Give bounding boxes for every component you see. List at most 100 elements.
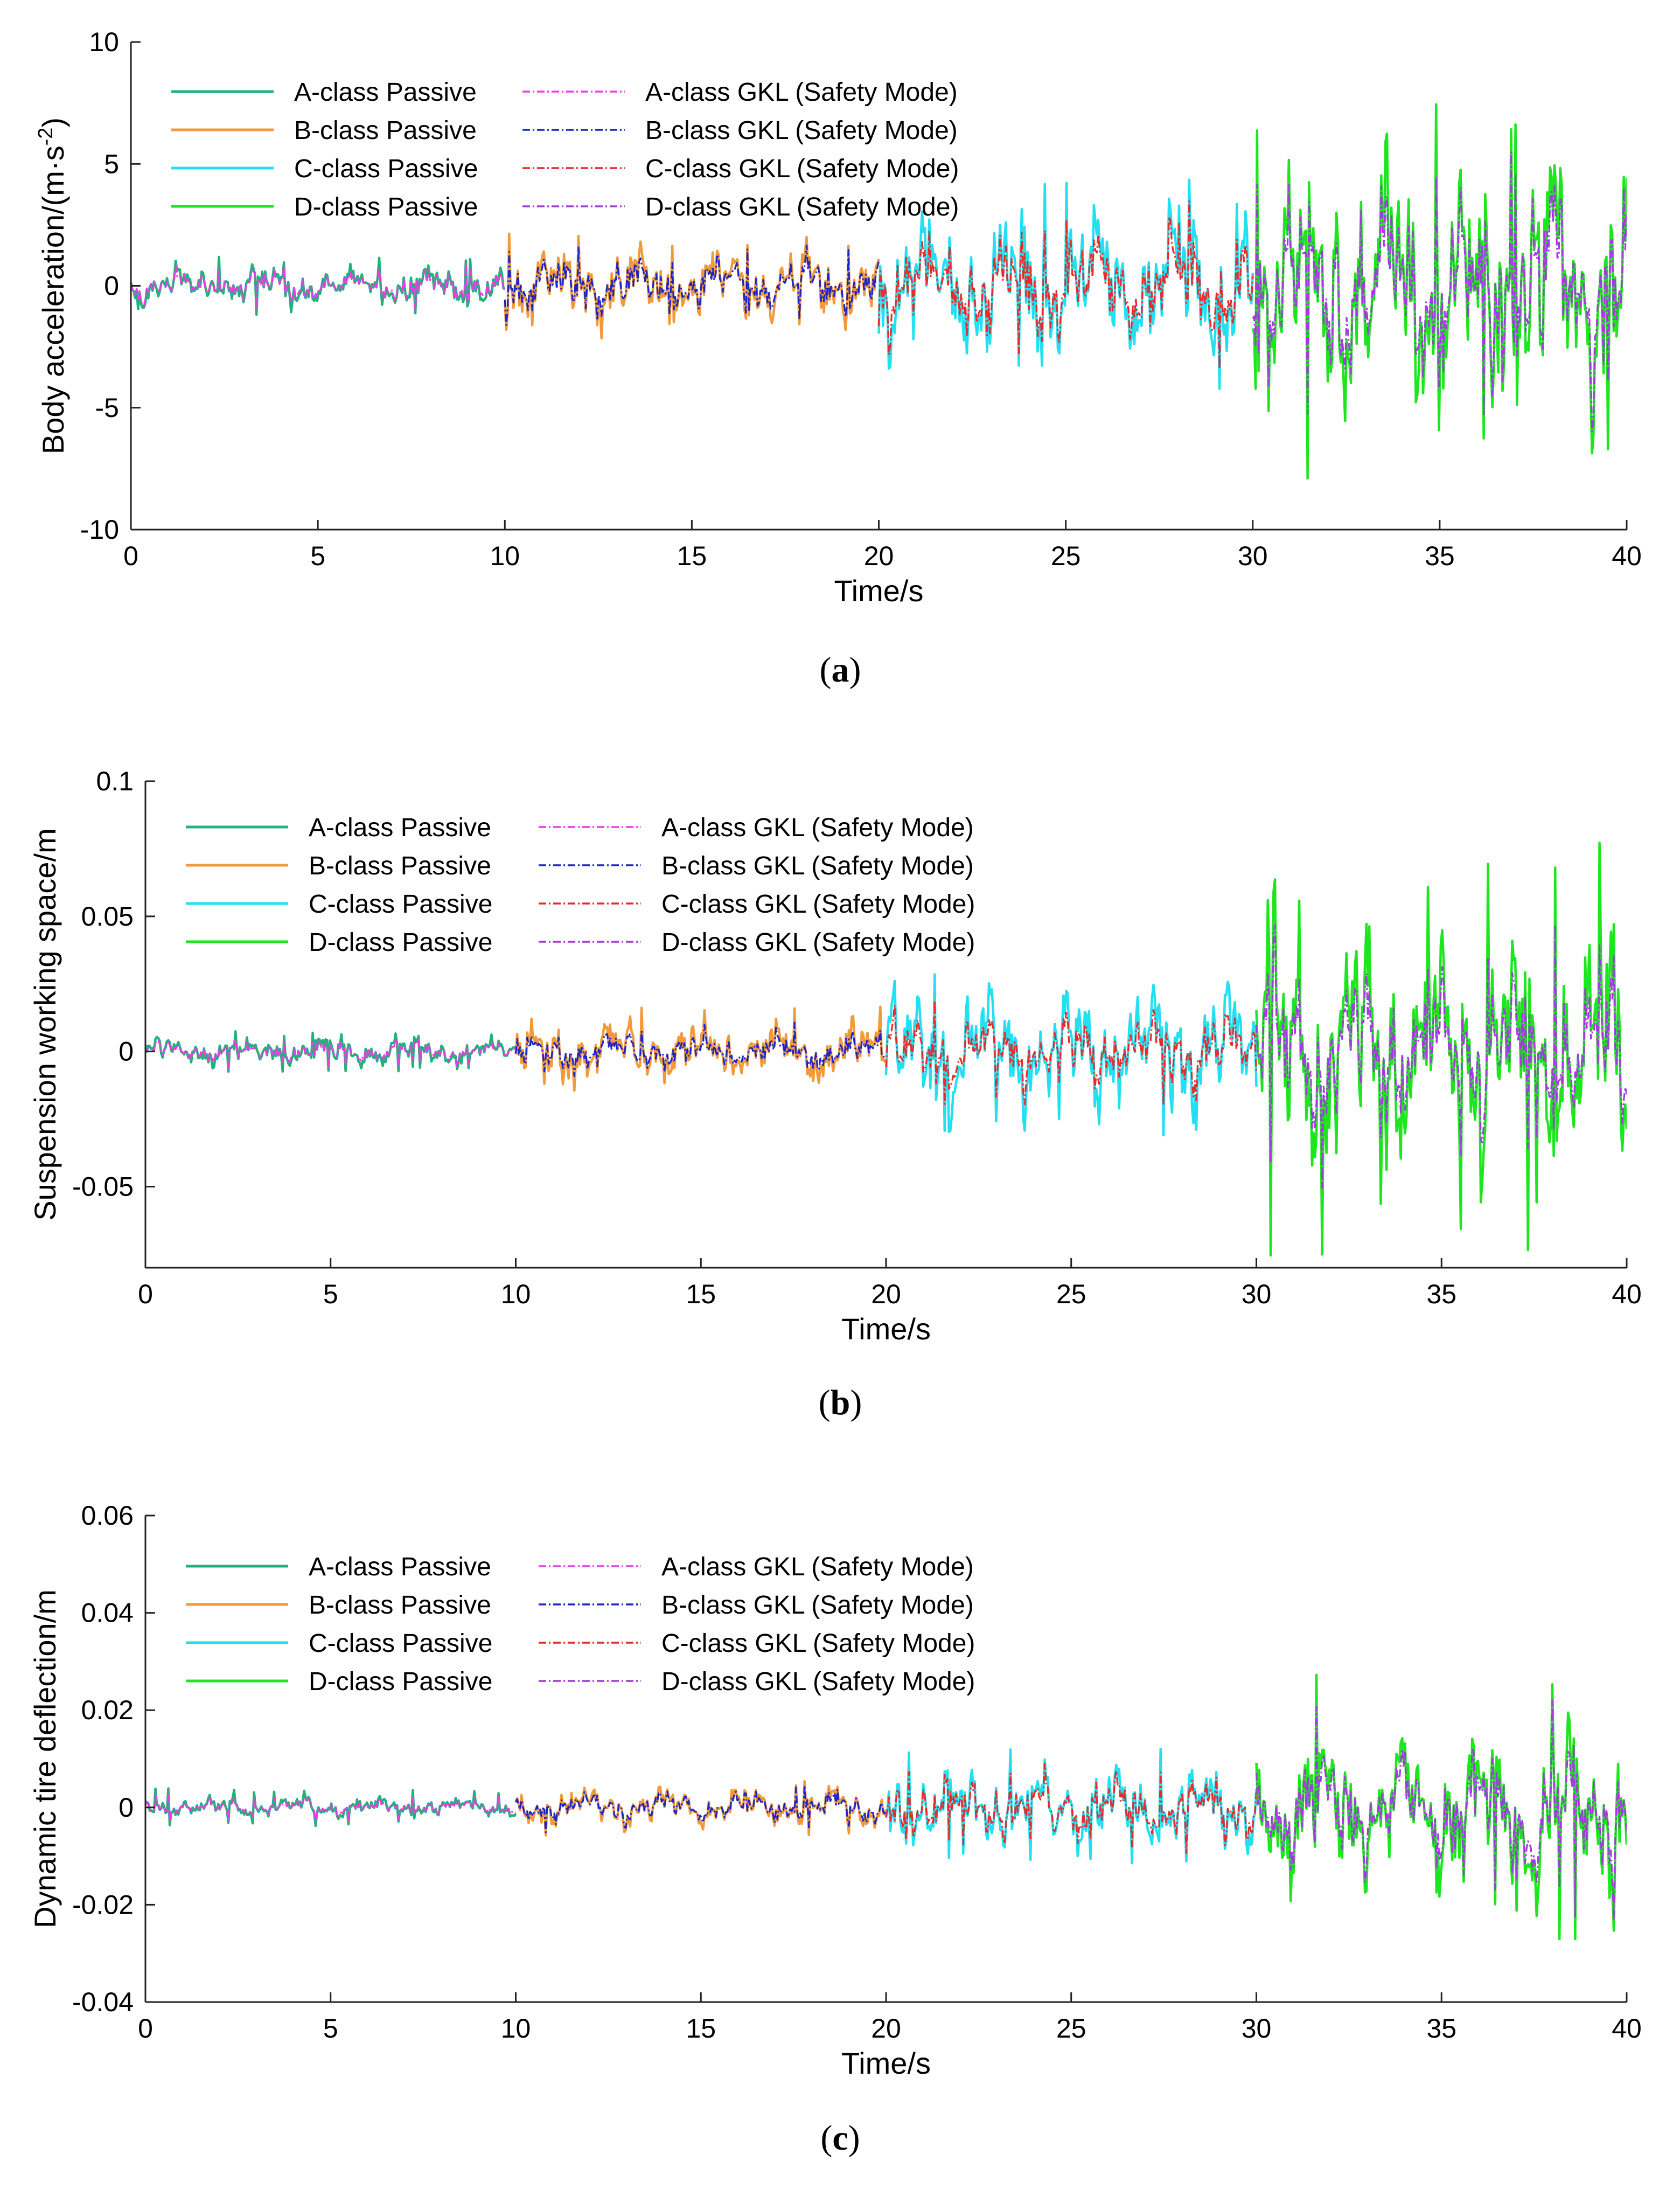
legend-label: D-class Passive — [294, 193, 478, 221]
y-tick-label: -5 — [95, 393, 119, 423]
chart-panel-b: 0 5 10 15 20 25 30 35 40 -0.05 0 0.05 0.1 Time/s Suspe… — [28, 766, 1642, 1422]
y-tick-label: -10 — [80, 515, 119, 545]
legend-label: D-class Passive — [309, 928, 492, 957]
x-tick-label: 30 — [1242, 1279, 1272, 1309]
series-group — [131, 103, 1627, 480]
x-tick-label: 25 — [1056, 2013, 1086, 2044]
legend-label: C-class GKL (Safety Mode) — [661, 890, 975, 919]
legend-label: B-class Passive — [309, 1591, 491, 1620]
legend-label: A-class Passive — [294, 78, 477, 107]
series-a-class-gkl — [145, 1790, 517, 1823]
x-tick-label: 35 — [1425, 541, 1455, 571]
series-b-class-gkl — [514, 1021, 887, 1077]
series-c-class-gkl — [877, 200, 1254, 370]
series-b-class-gkl — [515, 1784, 887, 1833]
x-tick-label: 15 — [686, 1279, 716, 1309]
x-tick-label: 20 — [871, 1279, 901, 1309]
series-b-class-passive — [504, 232, 880, 340]
series-d-class-passive — [1255, 842, 1627, 1257]
y-tick-label: 0.02 — [81, 1695, 134, 1725]
series-b-class-gkl — [504, 244, 880, 326]
panel-caption: (a) — [820, 650, 861, 690]
series-d-class-gkl — [1252, 151, 1627, 433]
x-tick-label: 15 — [677, 541, 707, 571]
x-tick-label: 40 — [1612, 1279, 1642, 1309]
panel-caption: (c) — [820, 2118, 860, 2158]
x-tick-label: 35 — [1426, 1279, 1456, 1309]
y-tick-label: -0.05 — [72, 1172, 134, 1202]
y-tick-label: 5 — [104, 149, 119, 179]
legend-label: A-class GKL (Safety Mode) — [645, 78, 958, 107]
y-tick-label: 0.06 — [81, 1500, 134, 1531]
x-tick-label: 0 — [138, 2013, 153, 2044]
y-tick-label: 10 — [89, 27, 119, 57]
x-tick-label: 10 — [501, 1279, 531, 1309]
x-tick-label: 20 — [864, 541, 894, 571]
x-tick-label: 40 — [1612, 541, 1642, 571]
series-a-class-passive — [131, 255, 506, 316]
x-tick-label: 10 — [501, 2013, 531, 2044]
y-tick-label: -0.02 — [72, 1889, 134, 1920]
y-tick-label: 0 — [104, 271, 119, 301]
series-c-class-passive — [877, 178, 1254, 391]
x-axis-label: Time/s — [841, 1312, 931, 1346]
x-tick-label: 20 — [871, 2013, 901, 2044]
x-tick-label: 15 — [686, 2013, 716, 2044]
y-axis-label: Suspension working space/m — [28, 828, 62, 1220]
x-tick-label: 35 — [1426, 2013, 1456, 2044]
legend-label: A-class Passive — [309, 1553, 491, 1581]
legend-label: C-class Passive — [294, 155, 478, 183]
x-tick-label: 5 — [323, 2013, 338, 2044]
legend-label: A-class GKL (Safety Mode) — [661, 1553, 974, 1581]
x-tick-label: 25 — [1051, 541, 1081, 571]
legend: A-class Passive A-class GKL (Safety Mode)… — [186, 814, 975, 957]
y-axis-label: Body acceleration/(m·s-2) — [34, 117, 70, 454]
chart-panel-a: 0 5 10 15 20 25 30 35 40 -10 -5 0 5 10 Time/s Body acce… — [34, 27, 1642, 690]
series-group — [145, 1673, 1627, 1941]
x-tick-label: 30 — [1242, 2013, 1272, 2044]
legend-label: B-class Passive — [294, 116, 477, 145]
x-axis-label: Time/s — [841, 2046, 931, 2080]
series-a-class-gkl — [131, 262, 506, 312]
legend-label: B-class Passive — [309, 852, 491, 880]
series-group — [145, 842, 1627, 1257]
x-tick-label: 5 — [323, 1279, 338, 1309]
legend-label: C-class Passive — [309, 1629, 492, 1658]
series-c-class-gkl — [885, 1762, 1258, 1854]
series-d-class-gkl — [1255, 1699, 1627, 1921]
legend-label: B-class GKL (Safety Mode) — [645, 116, 958, 145]
panel-caption: (b) — [819, 1383, 862, 1422]
y-tick-label: 0 — [118, 1037, 134, 1067]
legend-label: D-class GKL (Safety Mode) — [645, 193, 959, 221]
legend-label: D-class GKL (Safety Mode) — [661, 1667, 975, 1696]
x-tick-label: 40 — [1612, 2013, 1642, 2044]
legend-label: B-class GKL (Safety Mode) — [661, 1591, 974, 1620]
series-d-class-gkl — [1255, 924, 1627, 1189]
legend-label: A-class Passive — [309, 814, 491, 842]
legend-label: C-class Passive — [309, 890, 492, 919]
y-tick-label: 0.05 — [81, 901, 134, 932]
x-tick-label: 10 — [490, 541, 520, 571]
legend: A-class Passive A-class GKL (Safety Mode)… — [186, 1553, 975, 1696]
x-axis-label: Time/s — [834, 574, 924, 608]
series-d-class-passive — [1255, 1673, 1627, 1941]
x-tick-label: 30 — [1238, 541, 1268, 571]
x-tick-label: 5 — [310, 541, 325, 571]
y-axis-label: Dynamic tire deflection/m — [28, 1589, 62, 1928]
series-a-class-gkl — [145, 1037, 517, 1069]
x-tick-label: 0 — [123, 541, 138, 571]
legend-label: D-class GKL (Safety Mode) — [661, 928, 975, 957]
series-c-class-gkl — [885, 999, 1258, 1106]
legend-label: C-class GKL (Safety Mode) — [645, 155, 959, 183]
y-tick-label: 0 — [118, 1792, 134, 1823]
legend-label: D-class Passive — [309, 1667, 492, 1696]
legend-label: B-class GKL (Safety Mode) — [661, 852, 974, 880]
legend-label: A-class GKL (Safety Mode) — [661, 814, 974, 842]
series-b-class-passive — [514, 1780, 888, 1837]
legend-label: C-class GKL (Safety Mode) — [661, 1629, 975, 1658]
legend: A-class Passive A-class GKL (Safety Mode)… — [171, 78, 959, 221]
chart-panel-c: 0 5 10 15 20 25 30 35 40 -0.04 -0.02 0 0.02 0.04 0.06 T… — [28, 1500, 1642, 2158]
y-tick-label: -0.04 — [72, 1987, 134, 2017]
x-tick-label: 0 — [138, 1279, 153, 1309]
